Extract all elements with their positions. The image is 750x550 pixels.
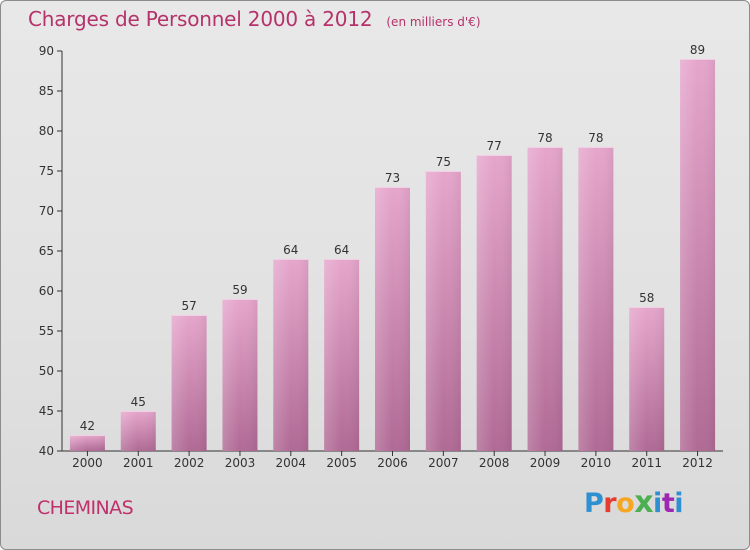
bar-value-label: 77 [487,139,502,153]
data-labels: 42 45 57 59 64 64 73 75 77 78 78 58 89 [80,43,705,433]
chart-title-block: Charges de Personnel 2000 à 2012 (en mill… [28,7,481,31]
logo-letter: i [653,488,662,519]
bar-shine [120,411,156,451]
bar-shine [578,147,614,451]
x-tick-label: 2002 [174,456,205,470]
x-tick-label: 2000 [72,456,103,470]
bar-shine [680,59,716,451]
y-tick-label: 75 [39,164,54,178]
chart-title: Charges de Personnel 2000 à 2012 [28,7,373,31]
logo-letter: r [603,488,617,519]
bar-chart: 40 45 50 55 60 65 70 75 80 85 90 2000 2001 2002 2003 20… [39,43,723,470]
bar-value-label: 64 [334,243,349,257]
bar-value-label: 57 [181,299,196,313]
bar-value-label: 64 [283,243,298,257]
x-tick-label: 2003 [225,456,256,470]
bar-shine [527,147,563,451]
y-tick-label: 40 [39,444,54,458]
bar-value-label: 78 [588,131,603,145]
y-tick-label: 80 [39,124,54,138]
chart-subtitle: (en milliers d'€) [386,15,481,29]
y-tick-label: 60 [39,284,54,298]
y-tick-label: 45 [39,404,54,418]
y-tick-label: 65 [39,244,54,258]
bar-shine [171,315,207,451]
bar-shine [629,307,665,451]
logo-letter: i [674,488,683,519]
bar-value-label: 59 [232,283,247,297]
bar-shine [324,259,360,451]
bar-shine [425,171,461,451]
x-tick-label: 2008 [479,456,510,470]
bar-shine [273,259,309,451]
y-tick-label: 50 [39,364,54,378]
x-tick-label: 2010 [581,456,612,470]
x-tick-label: 2011 [631,456,662,470]
bar-value-label: 42 [80,419,95,433]
logo-letter: o [616,488,635,519]
x-tick-label: 2012 [682,456,713,470]
x-tick-label: 2005 [326,456,357,470]
y-tick-label: 55 [39,324,54,338]
axes: 40 45 50 55 60 65 70 75 80 85 90 2000 2001 2002 2003 20… [39,44,723,470]
bar-shine [476,155,512,451]
logo-letter: t [661,488,675,519]
bar-shine [69,435,105,451]
proxiti-logo: Proxiti [584,485,683,520]
bar-value-label: 89 [690,43,705,57]
bar-value-label: 58 [639,291,654,305]
bar-shine [222,299,258,451]
bar-value-label: 75 [436,155,451,169]
x-tick-label: 2004 [276,456,307,470]
bar-value-label: 78 [537,131,552,145]
bar-shine [375,187,410,451]
x-tick-label: 2007 [428,456,459,470]
logo-letter: x [634,485,654,520]
commune-name: CHEMINAS [37,497,134,519]
y-tick-label: 85 [39,84,54,98]
y-tick-label: 90 [39,44,54,58]
x-tick-label: 2009 [530,456,561,470]
x-tick-label: 2006 [377,456,408,470]
bar-value-label: 73 [385,171,400,185]
bar-value-label: 45 [131,395,146,409]
y-tick-label: 70 [39,204,54,218]
x-tick-label: 2001 [123,456,154,470]
logo-letter: P [584,488,604,519]
bars [69,59,716,451]
